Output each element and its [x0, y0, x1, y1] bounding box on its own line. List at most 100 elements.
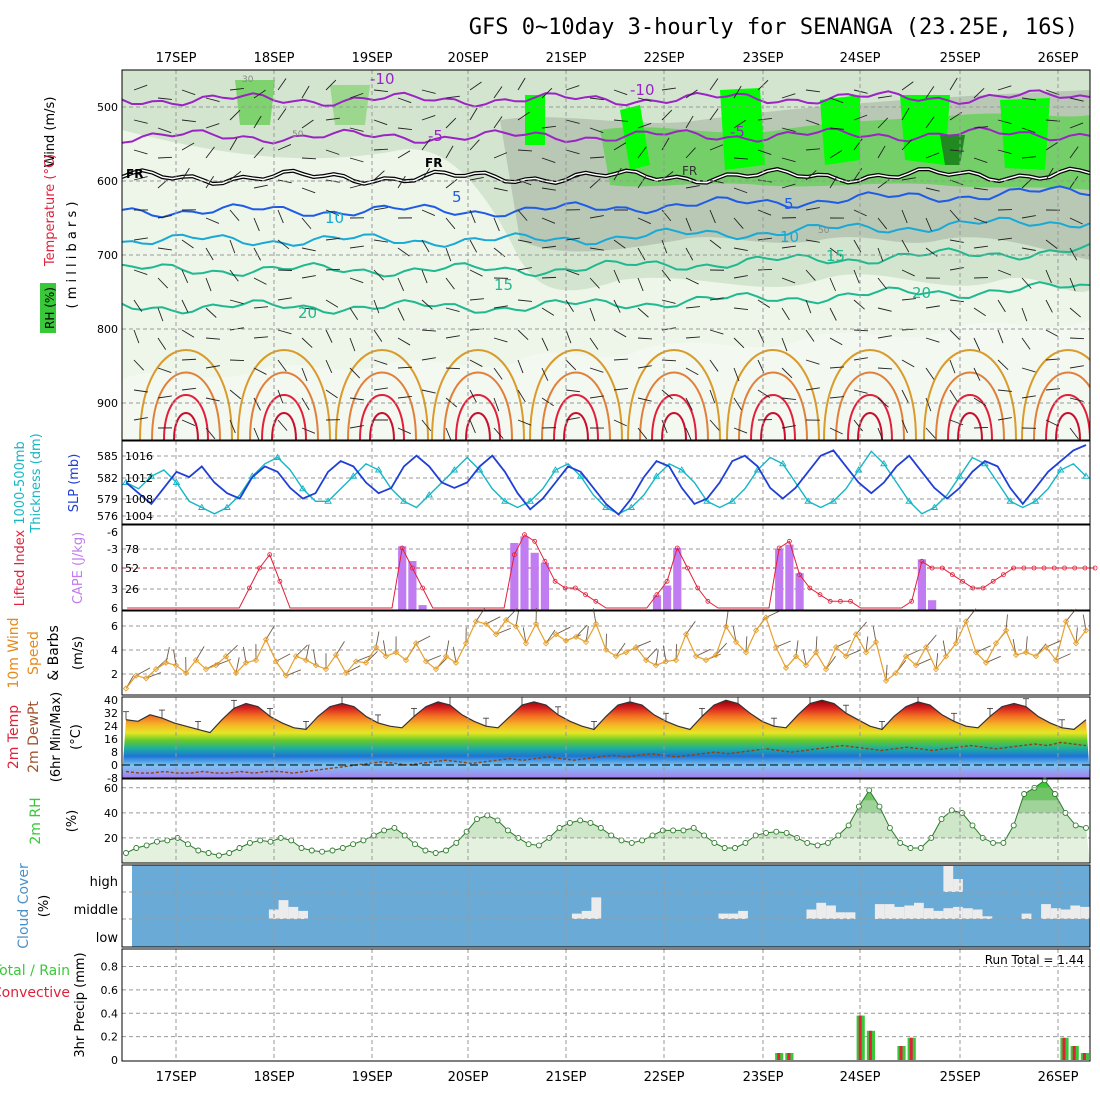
run-total: Run Total = 1.44 — [985, 953, 1084, 967]
label-plus10-b: 10 — [780, 228, 799, 246]
barb — [253, 397, 261, 411]
barb — [589, 178, 601, 189]
barb — [133, 119, 148, 124]
ylabel-cloud-units: (%) — [37, 895, 52, 918]
warm-contour-d7-3 — [857, 412, 883, 440]
precip-tick-4: 0 — [111, 1054, 118, 1067]
barb — [517, 149, 532, 152]
barb — [613, 269, 620, 284]
barb — [973, 88, 985, 99]
barb — [757, 179, 772, 183]
precip-conv-bar — [899, 1046, 903, 1060]
rh-point — [566, 819, 573, 826]
surface-barb — [415, 635, 431, 644]
barb — [637, 277, 644, 292]
barb — [301, 247, 316, 252]
barb — [133, 359, 144, 371]
barb — [589, 156, 604, 159]
surface-barb — [635, 640, 651, 648]
wind-speed-point — [452, 659, 460, 666]
barb — [997, 389, 1012, 392]
barb — [805, 269, 816, 281]
cloud-middle-bar — [278, 900, 289, 919]
cape-bar — [520, 536, 529, 610]
li-point — [1092, 565, 1098, 571]
li-point — [980, 585, 986, 591]
surface-barb — [925, 634, 937, 648]
precip-conv-bar — [1072, 1046, 1076, 1060]
slp-tick-0: 1016 — [125, 450, 153, 463]
wind-speed-point — [832, 644, 840, 651]
surface-barb — [495, 627, 511, 635]
barb — [349, 245, 364, 249]
thickness-point — [172, 478, 181, 485]
slp-tick-2: 1008 — [125, 493, 153, 506]
barb — [397, 366, 413, 369]
surface-barb — [275, 653, 291, 662]
thickness-point — [703, 497, 711, 504]
barb — [949, 389, 958, 403]
barb — [637, 247, 646, 261]
li-point — [420, 585, 426, 591]
barb — [853, 138, 863, 151]
barb — [565, 417, 580, 421]
rh-point — [556, 824, 563, 831]
wind-speed-point — [432, 666, 440, 673]
surface-barb — [615, 642, 626, 657]
barb — [925, 427, 936, 439]
barb — [277, 239, 290, 250]
barb — [901, 298, 916, 301]
barb — [373, 89, 388, 92]
surface-barb — [285, 669, 302, 677]
barb — [901, 239, 910, 253]
thickness-point — [804, 497, 812, 504]
barb — [373, 239, 388, 243]
cape-bars — [398, 536, 937, 611]
wind-speed-point — [792, 653, 800, 660]
barb — [469, 176, 484, 181]
thickness-point — [652, 472, 661, 479]
barb — [181, 358, 197, 361]
precip-conv-bar — [868, 1030, 872, 1060]
wind-speed-point — [752, 627, 760, 634]
barb — [445, 145, 454, 159]
barb — [733, 427, 748, 434]
barb — [565, 329, 572, 344]
barb — [1069, 247, 1078, 261]
barb — [1021, 215, 1036, 219]
cape-bar — [510, 543, 519, 610]
rh-point — [432, 850, 439, 856]
isotherm-lines — [122, 89, 1090, 440]
wind-speed-point — [1022, 649, 1030, 656]
barb — [661, 209, 672, 222]
rh-line — [125, 779, 1087, 857]
barb — [133, 389, 148, 393]
li-point — [970, 585, 976, 591]
barb — [469, 239, 478, 253]
li-point — [787, 538, 792, 544]
label-minus5-a: -5 — [428, 127, 443, 145]
barb — [1021, 178, 1033, 189]
rh-point — [504, 827, 511, 834]
surface-barb — [505, 608, 518, 621]
label-minus10-a: -10 — [370, 70, 395, 88]
wind-speed-point — [282, 672, 290, 679]
barb — [373, 359, 388, 365]
barb — [709, 359, 719, 372]
barb — [685, 147, 696, 159]
barb — [709, 78, 719, 91]
wind-speed-point — [652, 662, 660, 669]
barb — [541, 367, 549, 381]
barb — [733, 217, 744, 229]
surface-barb — [575, 624, 588, 638]
thickness-point — [905, 497, 913, 504]
surface-barb — [235, 657, 240, 674]
warm-contour-d1-0 — [237, 349, 331, 440]
wind-speed-point — [852, 631, 860, 638]
cloud-middle-bar — [738, 910, 748, 919]
cloud-middle-bar — [581, 910, 592, 919]
rh-point — [948, 807, 955, 814]
barb — [661, 109, 673, 121]
warm-contour-d5-2 — [651, 394, 697, 440]
li-point — [399, 545, 405, 551]
